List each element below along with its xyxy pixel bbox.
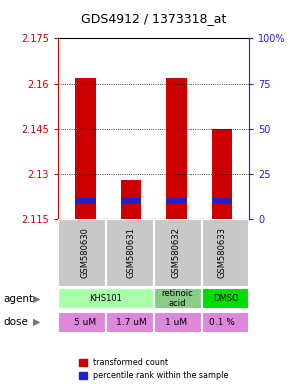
Text: 1.7 uM: 1.7 uM: [115, 318, 146, 327]
Text: agent: agent: [3, 293, 33, 303]
Bar: [166, 198, 187, 204]
Bar: [202, 311, 249, 333]
Text: GSM580631: GSM580631: [126, 227, 135, 278]
Bar: [154, 288, 202, 309]
Bar: [154, 311, 202, 333]
Bar: [212, 129, 232, 219]
Bar: [75, 198, 96, 204]
Bar: [212, 198, 232, 204]
Text: ▶: ▶: [33, 317, 41, 327]
Bar: [202, 288, 249, 309]
Text: GSM580630: GSM580630: [81, 227, 90, 278]
Text: 5 uM: 5 uM: [74, 318, 96, 327]
Bar: [58, 288, 154, 309]
Bar: [121, 180, 141, 219]
Text: DMSO: DMSO: [213, 294, 238, 303]
Bar: [58, 311, 106, 333]
Text: 0.1 %: 0.1 %: [209, 318, 235, 327]
Legend: transformed count, percentile rank within the sample: transformed count, percentile rank withi…: [79, 358, 229, 380]
Bar: [166, 78, 187, 219]
Text: 1 uM: 1 uM: [165, 318, 188, 327]
Text: GDS4912 / 1373318_at: GDS4912 / 1373318_at: [81, 12, 226, 25]
Bar: [106, 311, 154, 333]
Text: ▶: ▶: [33, 293, 41, 303]
Bar: [121, 198, 141, 204]
Bar: [202, 219, 249, 287]
Bar: [58, 219, 106, 287]
Text: GSM580633: GSM580633: [218, 227, 226, 278]
Bar: [154, 219, 202, 287]
Bar: [106, 219, 154, 287]
Text: KHS101: KHS101: [89, 294, 122, 303]
Text: dose: dose: [3, 317, 28, 327]
Bar: [75, 78, 96, 219]
Text: retinoic
acid: retinoic acid: [162, 289, 193, 308]
Text: GSM580632: GSM580632: [172, 227, 181, 278]
